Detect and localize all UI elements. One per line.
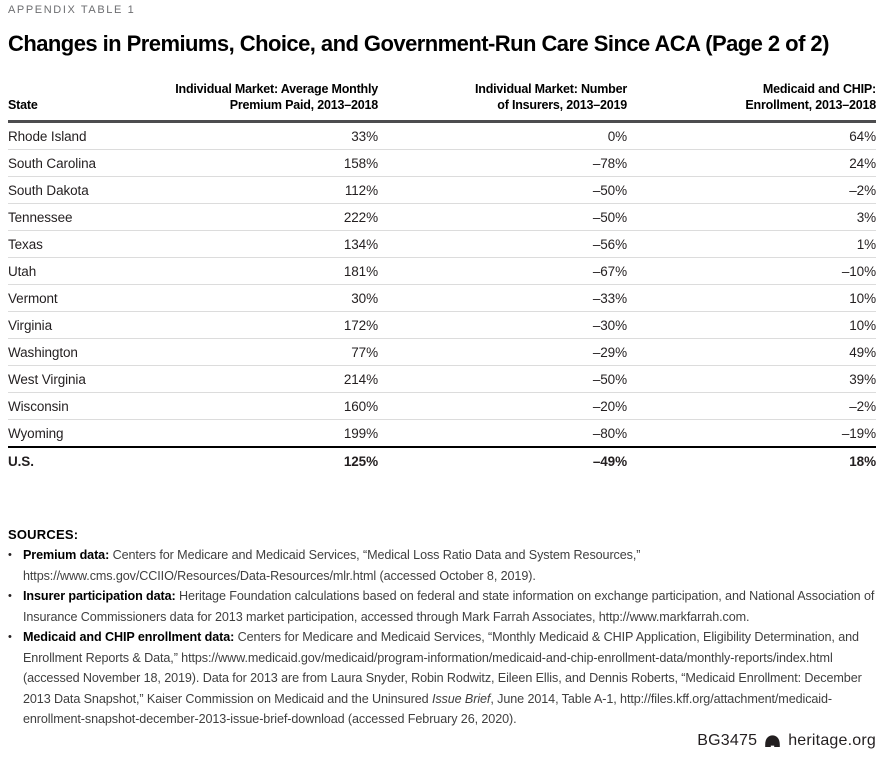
table-row: Vermont 30% –33% 10% — [8, 285, 876, 312]
state-cell: Washington — [8, 344, 78, 360]
liberty-bell-icon — [764, 734, 781, 748]
column-header-line: Enrollment, 2013–2018 — [745, 98, 876, 112]
table-row: Texas 134% –56% 1% — [8, 231, 876, 258]
source-text: Medicaid and CHIP enrollment data: Cente… — [23, 630, 862, 726]
column-header-insurers: Individual Market: Number of Insurers, 2… — [378, 81, 627, 113]
state-cell: Vermont — [8, 290, 58, 306]
footer-site: heritage.org — [788, 732, 876, 749]
premium-cell: 125% — [343, 453, 378, 469]
state-cell: West Virginia — [8, 371, 86, 387]
state-cell: Wyoming — [8, 425, 64, 441]
premium-cell: 112% — [344, 182, 378, 198]
state-table: State Individual Market: Average Monthly… — [8, 81, 876, 474]
table-row: South Carolina 158% –78% 24% — [8, 150, 876, 177]
premium-cell: 77% — [351, 344, 378, 360]
state-cell: Rhode Island — [8, 128, 87, 144]
sources-list: • Premium data: Centers for Medicare and… — [8, 545, 876, 730]
medicaid-cell: –2% — [849, 398, 876, 414]
state-cell: Texas — [8, 236, 43, 252]
insurers-cell: –78% — [592, 155, 627, 171]
table-header-row: State Individual Market: Average Monthly… — [8, 81, 876, 123]
insurers-cell: –49% — [592, 453, 627, 469]
sources-heading: SOURCES: — [8, 527, 79, 542]
bullet-icon: • — [8, 590, 12, 602]
table-row: South Dakota 112% –50% –2% — [8, 177, 876, 204]
column-header-line: Medicaid and CHIP: — [762, 82, 876, 96]
medicaid-cell: –10% — [841, 263, 876, 279]
premium-cell: 160% — [343, 398, 378, 414]
column-header-line: Premium Paid, 2013–2018 — [229, 98, 378, 112]
medicaid-cell: 18% — [849, 453, 876, 469]
table-row: Washington 77% –29% 49% — [8, 339, 876, 366]
insurers-cell: –80% — [592, 425, 627, 441]
source-bullet: • Premium data: Centers for Medicare and… — [8, 545, 876, 586]
bullet-icon: • — [8, 549, 12, 561]
insurers-cell: –50% — [592, 182, 627, 198]
document-id: BG3475 — [697, 732, 758, 749]
state-cell: South Dakota — [8, 182, 89, 198]
insurers-cell: –67% — [592, 263, 627, 279]
state-cell: Virginia — [8, 317, 52, 333]
medicaid-cell: 24% — [849, 155, 876, 171]
state-cell: Wisconsin — [8, 398, 69, 414]
source-text: Premium data: Centers for Medicare and M… — [23, 548, 641, 583]
column-header-line: Individual Market: Average Monthly — [175, 82, 378, 96]
insurers-cell: –29% — [592, 344, 627, 360]
state-cell: South Carolina — [8, 155, 96, 171]
table-row: Virginia 172% –30% 10% — [8, 312, 876, 339]
medicaid-cell: –19% — [841, 425, 876, 441]
premium-cell: 134% — [343, 236, 378, 252]
insurers-cell: –33% — [592, 290, 627, 306]
medicaid-cell: 64% — [849, 128, 876, 144]
medicaid-cell: 49% — [849, 344, 876, 360]
premium-cell: 222% — [343, 209, 378, 225]
insurers-cell: –20% — [592, 398, 627, 414]
page-title: Changes in Premiums, Choice, and Governm… — [8, 31, 829, 56]
appendix-label: APPENDIX TABLE 1 — [8, 4, 136, 16]
medicaid-cell: 1% — [856, 236, 876, 252]
table-row: West Virginia 214% –50% 39% — [8, 366, 876, 393]
column-header-line: of Insurers, 2013–2019 — [497, 98, 627, 112]
source-text: Insurer participation data: Heritage Fou… — [23, 589, 875, 624]
table-row: Wyoming 199% –80% –19% — [8, 420, 876, 446]
table-row: Tennessee 222% –50% 3% — [8, 204, 876, 231]
column-header-state: State — [8, 98, 38, 112]
premium-cell: 199% — [343, 425, 378, 441]
premium-cell: 214% — [343, 371, 378, 387]
insurers-cell: –56% — [592, 236, 627, 252]
sources-section: SOURCES: • Premium data: Centers for Med… — [8, 527, 876, 730]
column-header-premium: Individual Market: Average Monthly Premi… — [128, 81, 378, 113]
medicaid-cell: 10% — [849, 290, 876, 306]
bullet-icon: • — [8, 631, 12, 643]
medicaid-cell: 3% — [856, 209, 876, 225]
premium-cell: 181% — [343, 263, 378, 279]
table-total-row: U.S. 125% –49% 18% — [8, 446, 876, 474]
medicaid-cell: 10% — [849, 317, 876, 333]
source-bullet: • Medicaid and CHIP enrollment data: Cen… — [8, 627, 876, 730]
column-header-line: Individual Market: Number — [475, 82, 627, 96]
state-cell: U.S. — [8, 453, 34, 469]
state-cell: Tennessee — [8, 209, 73, 225]
table-row: Wisconsin 160% –20% –2% — [8, 393, 876, 420]
medicaid-cell: –2% — [849, 182, 876, 198]
table-row: Rhode Island 33% 0% 64% — [8, 123, 876, 150]
column-header-medicaid: Medicaid and CHIP: Enrollment, 2013–2018 — [627, 81, 876, 113]
premium-cell: 158% — [343, 155, 378, 171]
table-body: Rhode Island 33% 0% 64% South Carolina 1… — [8, 123, 876, 446]
premium-cell: 33% — [351, 128, 378, 144]
premium-cell: 30% — [351, 290, 378, 306]
premium-cell: 172% — [343, 317, 378, 333]
insurers-cell: –50% — [592, 371, 627, 387]
insurers-cell: –30% — [592, 317, 627, 333]
table-row: Utah 181% –67% –10% — [8, 258, 876, 285]
page-footer: BG3475 heritage.org — [697, 732, 876, 750]
source-bullet: • Insurer participation data: Heritage F… — [8, 586, 876, 627]
insurers-cell: –50% — [592, 209, 627, 225]
state-cell: Utah — [8, 263, 37, 279]
insurers-cell: 0% — [607, 128, 627, 144]
medicaid-cell: 39% — [849, 371, 876, 387]
